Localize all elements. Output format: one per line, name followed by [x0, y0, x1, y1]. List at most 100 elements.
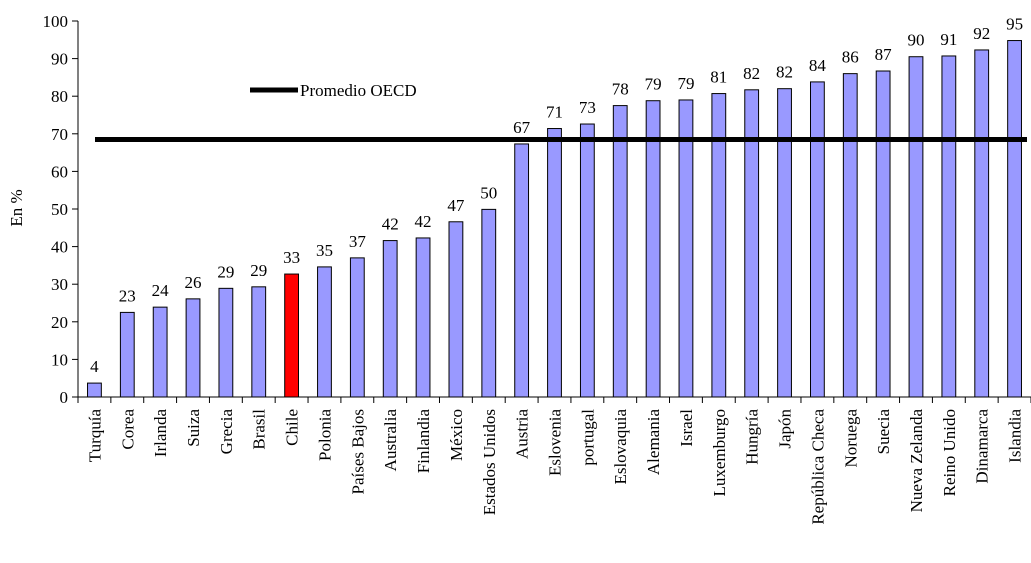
legend: Promedio OECD [250, 81, 417, 100]
data-label: 91 [940, 30, 957, 49]
category-label: Hungría [743, 409, 762, 465]
category-label: Israel [677, 409, 696, 447]
data-label: 23 [119, 286, 136, 305]
legend-label: Promedio OECD [300, 81, 417, 100]
data-label: 50 [480, 183, 497, 202]
bar-4 [218, 287, 234, 398]
category-label: Turquía [85, 409, 104, 463]
category-label: Reino Unido [940, 409, 959, 496]
data-label: 82 [776, 63, 793, 82]
data-label: 73 [579, 98, 596, 117]
bar-9 [382, 240, 398, 398]
category-label: Polonia [315, 409, 334, 461]
data-label: 86 [842, 48, 859, 67]
y-tick-label: 30 [51, 275, 68, 294]
category-label: Finlandia [414, 409, 433, 474]
data-label: 29 [217, 262, 234, 281]
x-axis: Turquía Corea Irlanda Suiza Grecia Brasil Chil… [77, 396, 1031, 525]
data-label: 84 [809, 56, 827, 75]
category-label: Dinamarca [973, 409, 992, 484]
bar-1 [119, 311, 135, 398]
data-label: 90 [907, 31, 924, 50]
data-label: 42 [382, 215, 399, 234]
bar-12 [481, 208, 497, 398]
data-label: 92 [973, 24, 990, 43]
category-label: México [447, 409, 466, 461]
bar-2 [152, 306, 168, 398]
bar-16 [612, 105, 628, 398]
category-label: República Checa [808, 409, 827, 525]
bar-13 [514, 143, 530, 398]
data-label: 29 [250, 261, 267, 280]
data-label: 37 [349, 232, 367, 251]
bar-28 [1007, 40, 1022, 398]
data-labels: 4 23 24 26 29 29 33 35 37 42 42 47 50 67 71 73 78 79 79 81 8… [90, 15, 1023, 377]
category-label: Nueva Zelanda [907, 409, 926, 513]
bar-24 [875, 70, 891, 398]
y-axis-title: En % [7, 189, 26, 226]
data-label: 78 [612, 80, 629, 99]
y-tick-label: 80 [51, 87, 68, 106]
category-label: Brasil [250, 409, 269, 450]
data-label: 33 [283, 248, 300, 267]
bar-6 [284, 273, 300, 398]
category-label: Japón [776, 409, 795, 449]
category-label: Alemania [644, 409, 663, 476]
bar-26 [941, 55, 957, 398]
bar-3 [185, 298, 201, 398]
data-label: 47 [447, 196, 465, 215]
data-label: 79 [677, 74, 694, 93]
category-label: Eslovaquia [611, 409, 630, 485]
category-label: Luxemburgo [710, 409, 729, 497]
bar-15 [579, 123, 595, 398]
bar-27 [974, 49, 990, 398]
y-tick-label: 90 [51, 50, 68, 69]
category-label: portugal [578, 409, 597, 466]
category-label: Noruega [841, 409, 860, 468]
bar-18 [678, 99, 694, 398]
bar-14 [547, 128, 562, 398]
bar-22 [809, 81, 825, 398]
bar-21 [777, 88, 792, 398]
y-tick-label: 60 [51, 162, 68, 181]
y-tick-label: 10 [51, 350, 68, 369]
category-label: Estados Unidos [480, 409, 499, 515]
bar-25 [908, 56, 924, 398]
category-label: Australia [381, 409, 400, 472]
bar-17 [645, 100, 661, 398]
y-axis: 0 10 20 30 40 50 60 70 80 90 100 [43, 12, 79, 407]
category-label: Islandia [1006, 409, 1025, 463]
category-label: Grecia [217, 409, 236, 455]
bar-23 [842, 73, 858, 398]
category-label: Irlanda [151, 409, 170, 458]
category-label: Eslovenia [546, 409, 565, 476]
y-tick-label: 20 [51, 313, 68, 332]
data-label: 87 [875, 45, 893, 64]
bar-7 [317, 266, 332, 398]
y-tick-label: 70 [51, 125, 68, 144]
data-label: 79 [645, 75, 662, 94]
category-label: Corea [118, 409, 137, 450]
data-label: 81 [710, 68, 727, 87]
category-label: Suecia [874, 409, 893, 455]
y-tick-label: 50 [51, 200, 68, 219]
data-label: 67 [513, 118, 531, 137]
category-label: Chile [283, 409, 302, 446]
data-label: 26 [185, 273, 202, 292]
data-label: 24 [152, 281, 170, 300]
category-label: Suiza [184, 409, 203, 447]
category-label: Países Bajos [348, 409, 367, 494]
bar-8 [349, 257, 365, 398]
category-label: Austria [513, 409, 532, 460]
data-label: 95 [1006, 15, 1023, 34]
y-tick-label: 40 [51, 238, 68, 257]
bar-5 [251, 286, 267, 398]
data-label: 4 [90, 357, 99, 376]
data-label: 82 [743, 64, 760, 83]
y-tick-label: 0 [60, 388, 69, 407]
bar-0 [87, 382, 102, 398]
bar-20 [744, 89, 760, 398]
bars [87, 40, 1022, 398]
data-label: 71 [546, 103, 563, 122]
